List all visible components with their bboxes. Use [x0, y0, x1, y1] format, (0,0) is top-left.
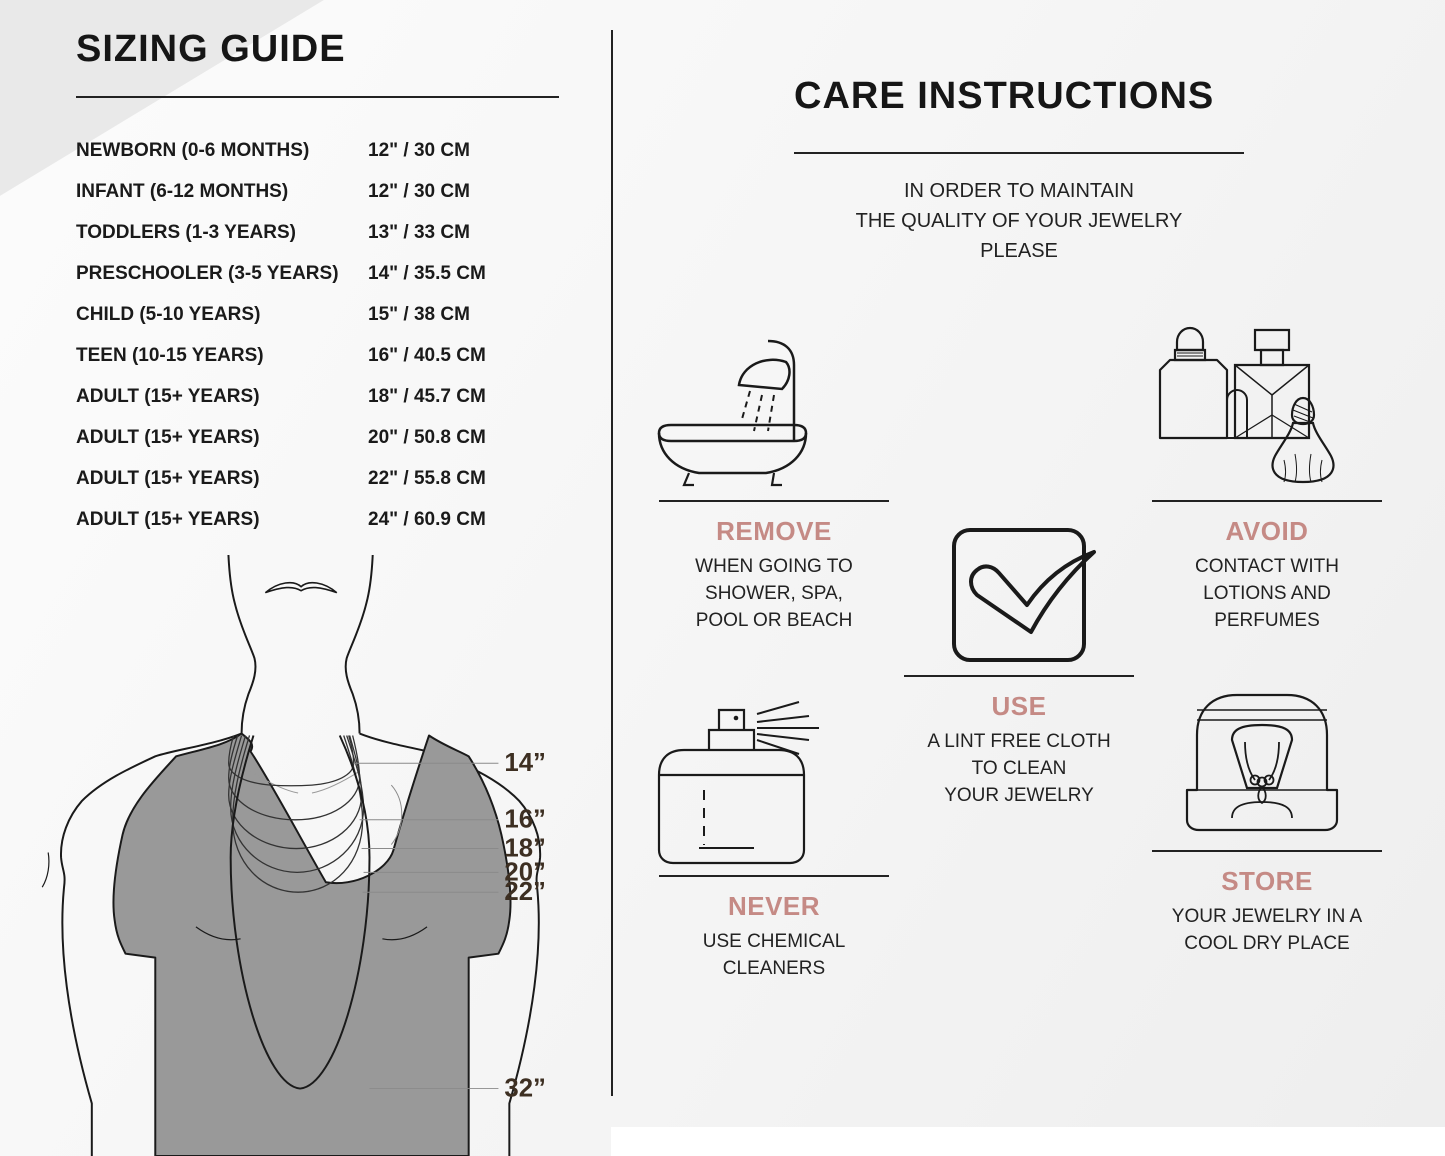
svg-text:16”: 16”: [504, 806, 546, 834]
svg-text:22”: 22”: [504, 878, 546, 906]
svg-text:32”: 32”: [504, 1074, 546, 1102]
svg-text:14”: 14”: [504, 749, 546, 777]
